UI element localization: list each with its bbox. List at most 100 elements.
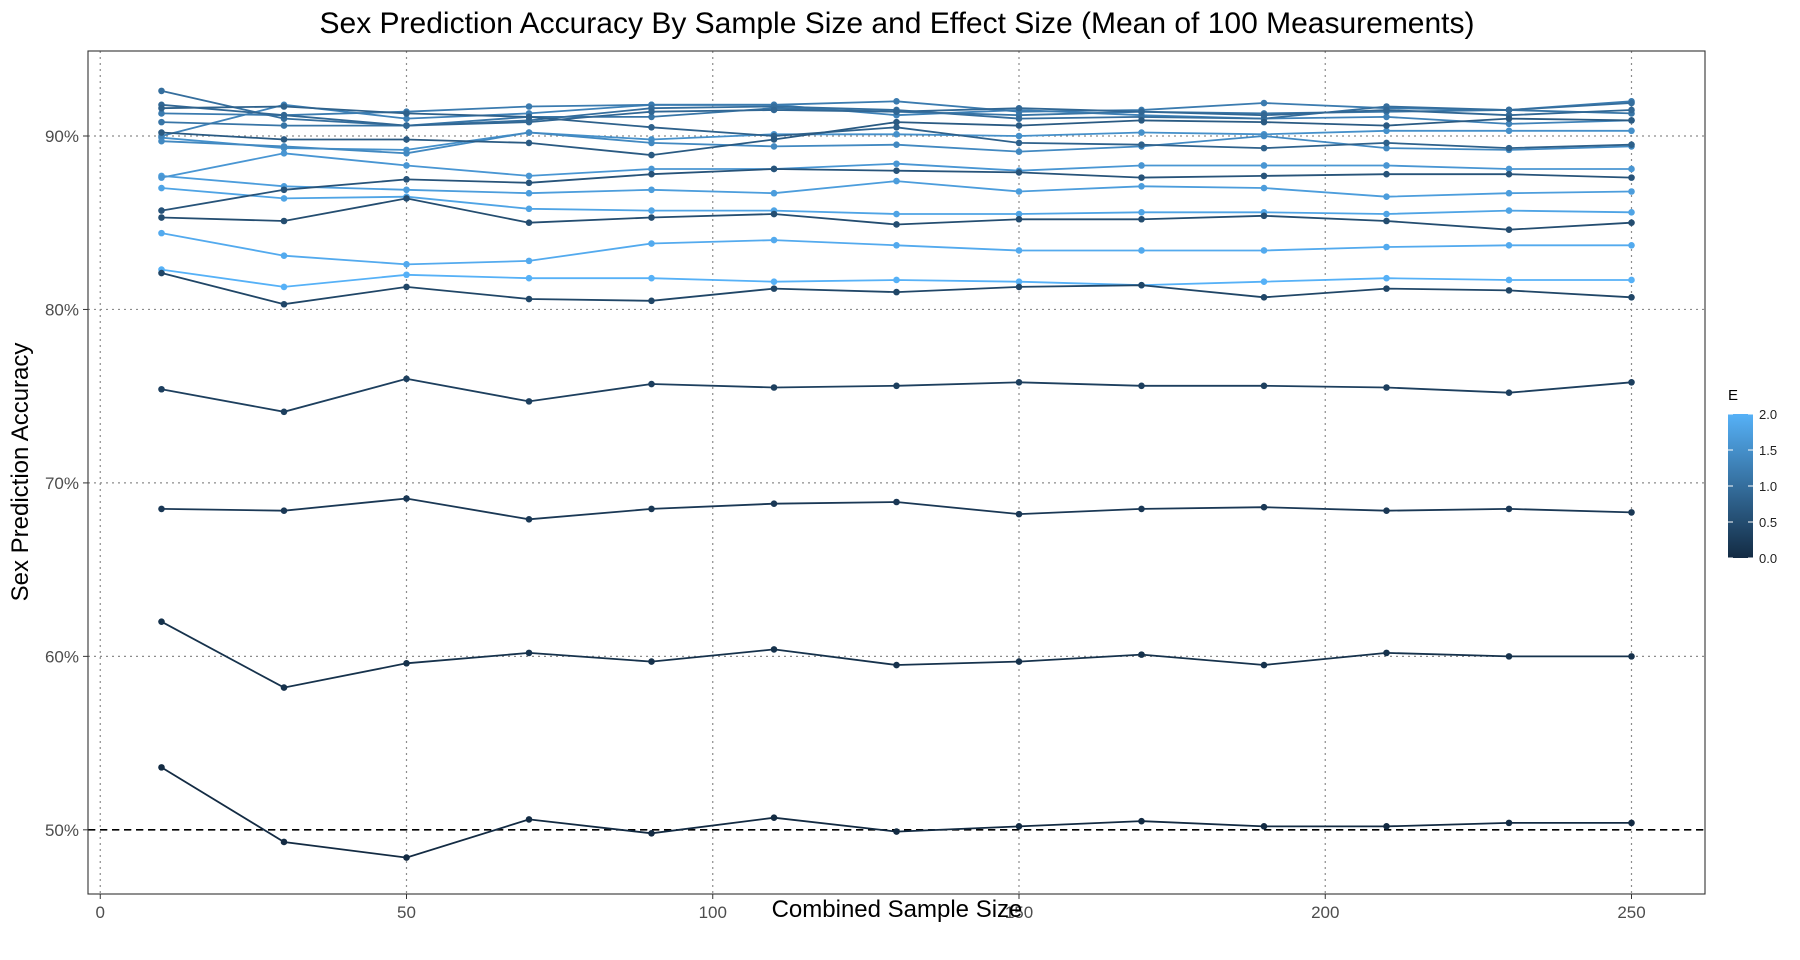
data-point (648, 108, 655, 116)
data-point (1383, 106, 1390, 114)
data-point (1505, 287, 1513, 294)
data-point (1015, 823, 1023, 830)
data-point (1383, 210, 1390, 218)
legend-title: E (1728, 387, 1738, 404)
data-point (1260, 132, 1268, 140)
data-point (1138, 382, 1145, 390)
data-point (1628, 276, 1635, 284)
data-point (648, 829, 655, 837)
data-point (893, 160, 900, 168)
data-point (648, 240, 655, 247)
data-point (1015, 278, 1023, 285)
data-point (280, 111, 288, 119)
data-point (1260, 212, 1268, 220)
data-point (158, 505, 165, 513)
data-point (1383, 384, 1390, 391)
data-point (1015, 283, 1023, 291)
data-point (1260, 162, 1268, 169)
data-point (770, 500, 778, 508)
data-point (403, 261, 410, 268)
data-point (158, 229, 165, 237)
data-point (648, 658, 655, 665)
data-point (1628, 653, 1635, 660)
x-axis-label: Combined Sample Size (772, 896, 1023, 923)
data-point (403, 186, 410, 194)
data-point (1138, 117, 1145, 124)
data-point (1505, 189, 1513, 197)
data-point (1015, 658, 1023, 665)
data-point (1260, 278, 1268, 285)
data-point (770, 384, 778, 391)
data-point (770, 814, 778, 821)
data-point (1015, 104, 1023, 112)
data-point (1383, 217, 1390, 225)
data-point (770, 278, 778, 285)
data-point (280, 186, 288, 194)
data-point (1138, 108, 1145, 116)
data-point (1138, 215, 1145, 223)
data-point (893, 118, 900, 126)
data-point (1628, 127, 1635, 135)
data-point (1015, 115, 1023, 122)
data-point (648, 151, 655, 159)
data-point (648, 214, 655, 221)
data-point (525, 139, 533, 147)
series-e-0-3 (158, 375, 1635, 416)
data-point (770, 143, 778, 150)
data-point (1138, 182, 1145, 190)
data-point (1138, 129, 1145, 136)
data-point (1505, 653, 1513, 660)
series-e-1-6 (158, 150, 1635, 181)
data-point (893, 141, 900, 148)
plot-panel-border (87, 50, 1706, 895)
data-point (280, 150, 288, 157)
data-point (1015, 215, 1023, 223)
x-tick-label: 0 (96, 903, 105, 922)
x-tick-label: 50 (397, 903, 416, 922)
data-point (1260, 503, 1268, 511)
data-point (1505, 170, 1513, 178)
data-point (1138, 281, 1145, 289)
series-e-2 (158, 266, 1635, 291)
data-point (1260, 99, 1268, 107)
data-point (403, 271, 410, 279)
data-point (648, 207, 655, 214)
data-point (1138, 505, 1145, 513)
data-point (525, 219, 533, 227)
data-point (525, 274, 533, 282)
data-point (525, 113, 533, 121)
y-axis-label: Sex Prediction Accuracy (7, 343, 34, 602)
data-point (403, 660, 410, 667)
legend-tick-label: 1.5 (1759, 443, 1777, 458)
data-point (893, 210, 900, 218)
data-point (280, 507, 288, 514)
data-point (1505, 115, 1513, 122)
series-line (161, 620, 1632, 689)
data-point (893, 130, 900, 138)
data-point (1260, 111, 1268, 119)
data-point (770, 210, 778, 218)
legend-colorbar: E 0.0 0.5 1.0 1.5 2.0 (1728, 387, 1777, 566)
series-e-0-9 (158, 101, 1635, 129)
data-point (770, 189, 778, 197)
data-point (1628, 174, 1635, 181)
data-point (1383, 122, 1390, 129)
data-point (893, 177, 900, 185)
data-point (525, 816, 533, 823)
series-e-0-5 (158, 195, 1635, 233)
data-point (1383, 274, 1390, 282)
data-point (1260, 172, 1268, 180)
data-point (280, 217, 288, 225)
data-point (1505, 226, 1513, 233)
data-point (1383, 285, 1390, 292)
data-point (1138, 209, 1145, 216)
data-point (1015, 210, 1023, 218)
data-point (648, 274, 655, 282)
data-point (1260, 247, 1268, 254)
data-point (1015, 188, 1023, 195)
data-point (1138, 817, 1145, 825)
data-point (1260, 823, 1268, 830)
data-point (1628, 379, 1635, 386)
data-point (403, 176, 410, 183)
